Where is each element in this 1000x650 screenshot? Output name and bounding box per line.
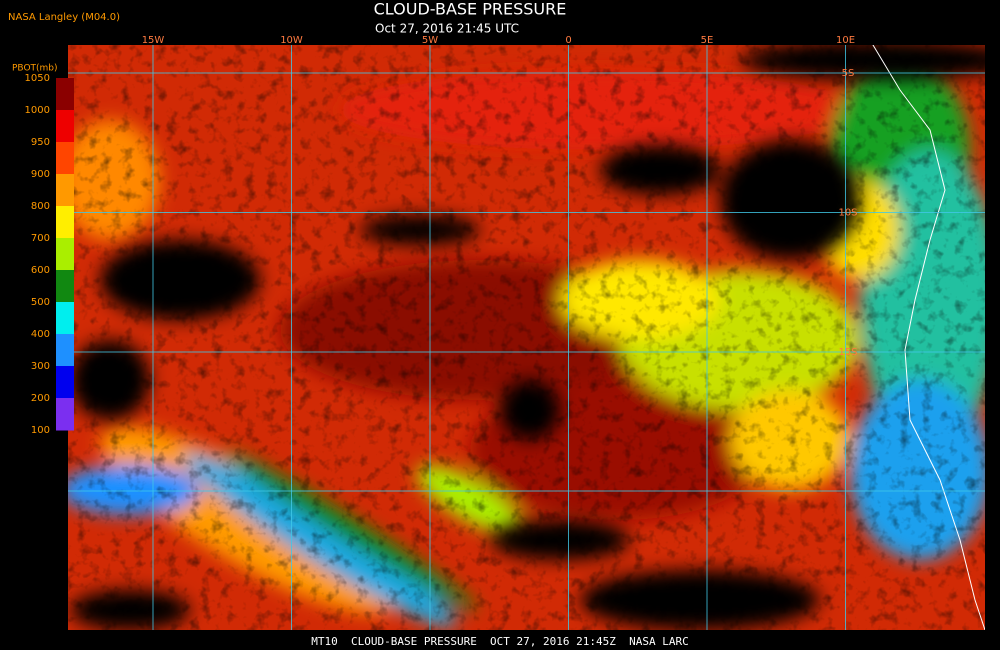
color-legend: 1050 1000 950 900 800 700 600 500 400 300 200 100 bbox=[25, 73, 74, 436]
satellite-image bbox=[68, 45, 985, 630]
legend-swatch bbox=[56, 110, 74, 143]
legend-label: 1000 bbox=[25, 105, 50, 116]
legend-swatch bbox=[56, 270, 74, 303]
legend-swatch bbox=[56, 238, 74, 271]
latitude-label: 5S bbox=[842, 68, 855, 79]
legend-label: 800 bbox=[31, 201, 50, 212]
longitude-label: 5E bbox=[701, 35, 714, 46]
source-label: NASA Langley (M04.0) bbox=[8, 12, 120, 23]
legend-swatch bbox=[56, 366, 74, 399]
legend-swatch bbox=[56, 334, 74, 367]
legend-swatch bbox=[56, 142, 74, 175]
legend-label: 300 bbox=[31, 361, 50, 372]
legend-label: 400 bbox=[31, 329, 50, 340]
legend-label: 900 bbox=[31, 169, 50, 180]
legend-swatch bbox=[56, 206, 74, 239]
legend-label: 950 bbox=[31, 137, 50, 148]
legend-label: 600 bbox=[31, 265, 50, 276]
longitude-label: 5W bbox=[422, 35, 438, 46]
legend-swatch bbox=[56, 78, 74, 111]
latitude-label: 10S bbox=[838, 208, 857, 219]
subtitle: Oct 27, 2016 21:45 UTC bbox=[375, 22, 519, 36]
legend-label: 100 bbox=[31, 425, 50, 436]
longitude-label: 10E bbox=[836, 35, 855, 46]
title: CLOUD-BASE PRESSURE bbox=[374, 0, 567, 19]
legend-label: 500 bbox=[31, 297, 50, 308]
legend-label: 700 bbox=[31, 233, 50, 244]
footer: MT10 CLOUD-BASE PRESSURE OCT 27, 2016 21… bbox=[311, 635, 689, 648]
legend-swatch bbox=[56, 398, 74, 431]
legend-unit: PBOT(mb) bbox=[12, 64, 58, 74]
legend-label: 200 bbox=[31, 393, 50, 404]
graticule: 15W 10W 5W 0 5E 10E 5S 10S 15S bbox=[68, 35, 985, 630]
longitude-label: 10W bbox=[280, 35, 303, 46]
legend-swatch bbox=[56, 174, 74, 207]
longitude-label: 15W bbox=[142, 35, 165, 46]
longitude-label: 0 bbox=[565, 35, 571, 46]
legend-swatch bbox=[56, 302, 74, 335]
latitude-label: 15S bbox=[838, 347, 857, 358]
legend-label: 1050 bbox=[25, 73, 50, 84]
